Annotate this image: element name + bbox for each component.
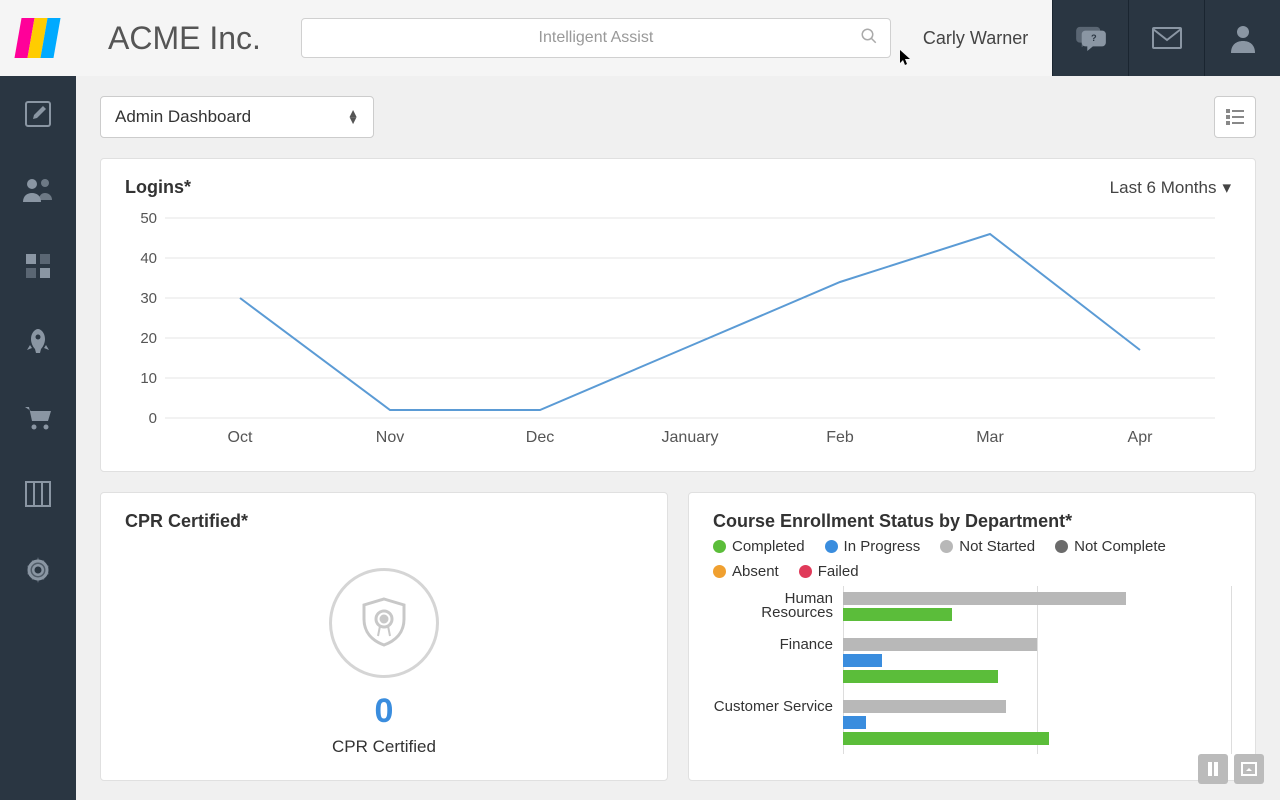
dept-bar [843, 732, 1049, 745]
legend-item: Failed [799, 563, 859, 580]
top-header: ACME Inc. Carly Warner ? [0, 0, 1280, 76]
sidebar-item-launch[interactable] [0, 304, 76, 380]
dept-bar [843, 592, 1126, 605]
svg-text:30: 30 [140, 290, 157, 307]
search-icon[interactable] [860, 27, 878, 50]
main-content: Admin Dashboard ▲▼ Logins* Last 6 Months… [76, 76, 1280, 800]
cpr-badge-icon [329, 568, 439, 678]
search-field[interactable] [301, 18, 891, 58]
logo[interactable] [0, 0, 76, 76]
sidebar-item-create[interactable] [0, 76, 76, 152]
expand-button[interactable] [1234, 754, 1264, 784]
legend-item: Not Started [940, 538, 1035, 555]
dept-label: Human Resources [713, 592, 843, 620]
svg-text:?: ? [1090, 33, 1096, 43]
svg-text:Apr: Apr [1128, 429, 1154, 446]
dept-row: Human Resources [713, 592, 1231, 624]
pause-button[interactable] [1198, 754, 1228, 784]
svg-text:10: 10 [140, 370, 157, 387]
legend-item: Completed [713, 538, 805, 555]
dept-bar [843, 654, 882, 667]
user-name[interactable]: Carly Warner [923, 28, 1028, 49]
help-chat-button[interactable]: ? [1052, 0, 1128, 76]
svg-text:Feb: Feb [826, 429, 854, 446]
dept-card: Course Enrollment Status by Department* … [688, 492, 1256, 781]
dept-bar [843, 716, 866, 729]
dept-row: Finance [713, 638, 1231, 686]
svg-text:40: 40 [140, 250, 157, 267]
dashboard-selector[interactable]: Admin Dashboard ▲▼ [100, 96, 374, 138]
logins-card: Logins* Last 6 Months ▾ 0 10 20 30 40 50 Oct No… [100, 158, 1256, 472]
company-name: ACME Inc. [108, 20, 261, 57]
select-arrows-icon: ▲▼ [347, 110, 359, 124]
caret-down-icon: ▾ [1222, 178, 1231, 198]
svg-text:Oct: Oct [228, 429, 253, 446]
mail-button[interactable] [1128, 0, 1204, 76]
sidebar-item-apps[interactable] [0, 228, 76, 304]
logins-chart: 0 10 20 30 40 50 Oct Nov Dec January Feb Mar Apr [125, 208, 1225, 448]
dept-legend: Completed In Progress Not Started Not Compl… [713, 538, 1231, 580]
time-range-label: Last 6 Months [1110, 178, 1217, 198]
dept-bar [843, 670, 998, 683]
svg-text:Dec: Dec [526, 429, 554, 446]
svg-text:Nov: Nov [376, 429, 404, 446]
cpr-card: CPR Certified* 0 CPR Certified [100, 492, 668, 781]
dept-bar [843, 638, 1037, 651]
svg-text:Mar: Mar [976, 429, 1004, 446]
cpr-label: CPR Certified [332, 737, 436, 757]
dept-chart: Human Resources Finance Customer Service [713, 592, 1231, 748]
cpr-title: CPR Certified* [125, 511, 643, 532]
legend-item: Not Complete [1055, 538, 1166, 555]
dept-label: Finance [713, 638, 843, 652]
sidebar-item-settings[interactable] [0, 532, 76, 608]
legend-item: In Progress [825, 538, 921, 555]
logo-icon [18, 18, 58, 58]
sidebar [0, 76, 76, 800]
sidebar-item-people[interactable] [0, 152, 76, 228]
svg-text:20: 20 [140, 330, 157, 347]
dept-row: Customer Service [713, 700, 1231, 748]
svg-text:50: 50 [140, 210, 157, 227]
view-toggle-button[interactable] [1214, 96, 1256, 138]
dept-bar [843, 608, 952, 621]
sidebar-item-cart[interactable] [0, 380, 76, 456]
svg-text:0: 0 [149, 410, 157, 427]
profile-button[interactable] [1204, 0, 1280, 76]
logins-title: Logins* [125, 177, 191, 198]
legend-item: Absent [713, 563, 779, 580]
dashboard-selector-label: Admin Dashboard [115, 107, 251, 127]
dept-title: Course Enrollment Status by Department* [713, 511, 1231, 532]
dashboard-toolbar: Admin Dashboard ▲▼ [100, 96, 1256, 138]
dept-label: Customer Service [713, 700, 843, 714]
dept-bar [843, 700, 1006, 713]
search-input[interactable] [302, 19, 890, 57]
svg-text:January: January [662, 429, 719, 446]
time-range-selector[interactable]: Last 6 Months ▾ [1110, 178, 1231, 198]
cpr-value: 0 [375, 692, 394, 731]
header-actions: ? [1052, 0, 1280, 76]
sidebar-item-reports[interactable] [0, 456, 76, 532]
float-controls [1198, 754, 1264, 784]
